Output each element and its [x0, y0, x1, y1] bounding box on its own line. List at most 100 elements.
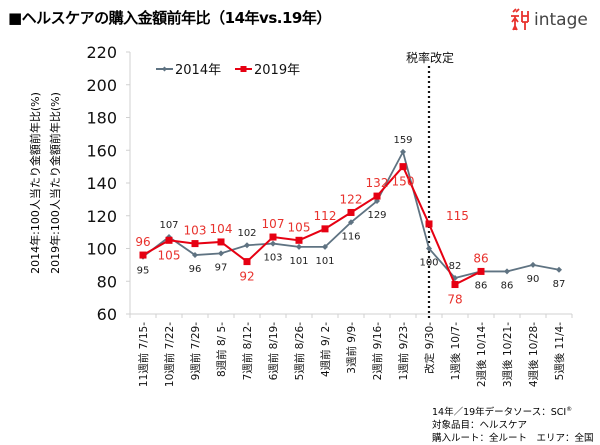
data-point-2019: [451, 281, 459, 289]
data-label-2019年: 150: [392, 175, 415, 189]
intage-logo: intage: [510, 8, 588, 32]
data-point-2019: [347, 208, 355, 216]
data-point-2019: [217, 238, 225, 246]
y-tick-label: 220: [86, 43, 117, 62]
data-label-2014年: 97: [215, 262, 228, 273]
data-label-2019年: 107: [262, 217, 285, 231]
data-point-2014: [218, 250, 224, 257]
data-label-2014年: 159: [393, 135, 412, 146]
data-label-2014年: 103: [263, 253, 282, 264]
data-label-2014年: 90: [527, 274, 540, 285]
data-point-2019: [425, 220, 433, 228]
x-tick-label: 3週前 9/9-: [345, 322, 358, 374]
data-point-2014: [400, 148, 406, 155]
x-tick-label: 7週前 8/12-: [241, 322, 254, 381]
data-point-2019: [243, 258, 251, 266]
source-line-3: 購入ルート：全ルート エリア：全国: [432, 433, 594, 445]
data-label-2014年: 100: [419, 258, 438, 269]
data-label-2014年: 116: [341, 231, 360, 242]
data-label-2019年: 92: [239, 270, 254, 284]
source-line-1: 14年／19年データソース：SCI®: [432, 406, 573, 419]
data-point-2014: [244, 242, 250, 249]
data-label-2019年: 105: [158, 248, 181, 262]
data-label-2014年: 129: [367, 210, 386, 221]
data-label-2014年: 96: [189, 264, 202, 275]
data-label-2014年: 87: [553, 279, 566, 290]
y-tick-label: 120: [86, 207, 117, 226]
data-label-2019年: 104: [210, 222, 233, 236]
intage-kanji-logo-icon: [511, 8, 529, 31]
x-tick-label: 6週前 8/19-: [267, 322, 280, 381]
data-point-2019: [321, 225, 329, 233]
data-label-2019年: 115: [446, 209, 469, 223]
series-line-2019年: [142, 164, 482, 286]
data-point-2019: [295, 236, 303, 244]
y-axis-title-line-2014: 2014年:100人当たり金額前年比(%): [28, 92, 42, 274]
data-label-2019年: 112: [314, 209, 337, 223]
data-point-2019: [191, 240, 199, 248]
y-tick-label: 100: [86, 240, 117, 259]
data-point-2014: [192, 252, 198, 259]
data-label-2014年: 86: [475, 280, 488, 291]
y-axis-title-line-2019: 2019年:100人当たり金額前年比(%): [48, 92, 62, 274]
data-point-2014: [556, 266, 562, 273]
data-label-2019年: 78: [447, 293, 462, 307]
legend-label: 2014年: [175, 63, 221, 78]
data-point-2014: [426, 245, 432, 252]
data-source-note: 14年／19年データソース：SCI® 対象品目：ヘルスケア 購入ルート：全ルート…: [432, 403, 594, 445]
data-point-2019: [373, 192, 381, 200]
data-label-2014年: 86: [501, 280, 514, 291]
y-tick-label: 80: [97, 272, 117, 291]
data-label-2014年: 102: [237, 228, 256, 239]
x-tick-label: 1週後 10/7-: [449, 322, 462, 381]
source-line-2: 対象品目：ヘルスケア: [432, 420, 528, 432]
data-label-2019年: 86: [473, 251, 488, 265]
page-title: ■ヘルスケアの購入金額前年比（14年vs.19年）: [8, 9, 331, 27]
y-tick-label: 160: [86, 141, 117, 160]
data-label-2014年: 101: [289, 256, 308, 267]
data-label-2014年: 107: [159, 220, 178, 231]
y-tick-label: 180: [86, 109, 117, 128]
data-point-2014: [530, 261, 536, 268]
data-point-2014: [348, 219, 354, 226]
x-tick-label: 3週後 10/21-: [501, 322, 514, 387]
x-tick-label: 4週後 10/28-: [527, 322, 540, 387]
data-label-2019年: 132: [366, 176, 389, 190]
data-point-2019: [139, 251, 147, 259]
data-label-2019年: 96: [135, 235, 150, 249]
data-point-2019: [165, 236, 173, 244]
x-tick-label: 1週前 9/23-: [397, 322, 410, 381]
x-tick-label: 5週後 11/4-: [553, 322, 566, 381]
x-tick-label: 9週前 7/29-: [189, 322, 202, 381]
data-label-2014年: 95: [137, 266, 150, 277]
legend-label: 2019年: [254, 63, 300, 78]
data-point-2014: [504, 268, 510, 275]
x-tick-label: 2週前 9/16-: [371, 322, 384, 381]
data-label-2014年: 101: [315, 256, 334, 267]
x-tick-label: 4週前 9/ 2-: [319, 322, 332, 377]
x-tick-label: 8週前 8/ 5-: [215, 322, 228, 377]
y-tick-label: 200: [86, 76, 117, 95]
y-tick-label: 60: [97, 305, 117, 324]
data-label-2014年: 82: [449, 261, 462, 272]
y-axis-title: 2014年:100人当たり金額前年比(%) 2019年:100人当たり金額前年比…: [28, 92, 62, 274]
data-point-2019: [269, 233, 277, 241]
x-tick-label: 2週後 10/14-: [475, 322, 488, 387]
registered-mark: ®: [566, 406, 573, 413]
data-label-2019年: 122: [340, 192, 363, 206]
x-tick-label: 改定 9/30-: [423, 322, 436, 374]
data-point-2019: [399, 163, 407, 171]
legend-marker-square: [240, 66, 247, 72]
data-point-2014: [322, 243, 328, 250]
data-point-2014: [270, 240, 276, 247]
data-point-2014: [296, 243, 302, 250]
legend-marker-diamond: [162, 66, 167, 72]
logo-text: intage: [534, 10, 588, 30]
y-tick-label: 140: [86, 174, 117, 193]
data-label-2019年: 105: [288, 220, 311, 234]
tax-change-annotation: 税率改定: [406, 50, 454, 65]
x-tick-label: 5週前 8/26-: [293, 322, 306, 381]
data-point-2019: [477, 267, 485, 275]
x-tick-label: 11週前 7/15-: [137, 322, 150, 387]
